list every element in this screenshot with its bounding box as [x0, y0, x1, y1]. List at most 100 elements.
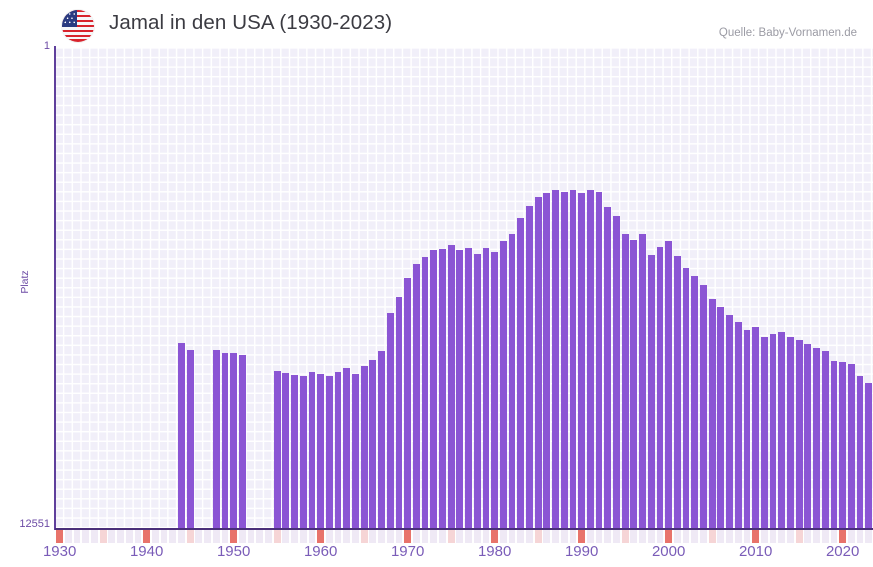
bar-1983[interactable]: [517, 218, 525, 528]
tick-year-1943: [169, 530, 177, 543]
bar-1970[interactable]: [404, 278, 412, 528]
bar-1945[interactable]: [186, 350, 194, 528]
bar-1999[interactable]: [656, 247, 664, 528]
bar-2020[interactable]: [839, 362, 847, 528]
tick-year-2001: [673, 530, 681, 543]
bar-1949[interactable]: [221, 353, 229, 528]
bar-2006[interactable]: [717, 307, 725, 528]
bar-1977[interactable]: [465, 248, 472, 528]
bar-2013[interactable]: [778, 332, 786, 528]
bar-1957[interactable]: [291, 375, 298, 528]
tick-year-1974: [439, 530, 446, 543]
bar-1944[interactable]: [178, 343, 185, 528]
bar-1973[interactable]: [430, 250, 438, 528]
bar-1963[interactable]: [343, 368, 351, 528]
bar-2010[interactable]: [752, 327, 760, 528]
bar-2019[interactable]: [830, 361, 838, 528]
tick-year-1978: [473, 530, 481, 543]
bar-1989[interactable]: [569, 190, 577, 528]
bar-2000[interactable]: [665, 241, 673, 528]
x-axis-labels: 1930 1940 1950 1960 1970 1980 1990 2000 2010 2020: [0, 543, 873, 567]
bar-2023[interactable]: [865, 383, 873, 528]
bar-2005[interactable]: [708, 299, 716, 528]
bar-2018[interactable]: [821, 351, 829, 528]
bar-2017[interactable]: [813, 348, 820, 528]
bar-1979[interactable]: [482, 248, 490, 528]
bar-1968[interactable]: [386, 313, 394, 528]
bar-2001[interactable]: [673, 256, 681, 528]
tick-decade-1940: [143, 530, 151, 543]
bar-1959[interactable]: [308, 372, 316, 528]
tick-year-1966: [369, 530, 377, 543]
bar-1997[interactable]: [639, 234, 646, 528]
bar-2011[interactable]: [760, 337, 768, 528]
tick-year-1934: [91, 530, 98, 543]
bar-1966[interactable]: [369, 360, 377, 528]
bar-1986[interactable]: [543, 193, 551, 528]
tick-year-2022: [856, 530, 864, 543]
bar-1980[interactable]: [491, 252, 499, 528]
tick-year-2003: [691, 530, 699, 543]
tick-year-1968: [386, 530, 394, 543]
bar-1967[interactable]: [378, 351, 385, 528]
bar-1978[interactable]: [473, 254, 481, 528]
bar-2004[interactable]: [700, 285, 707, 528]
tick-year-1996: [630, 530, 638, 543]
bar-1965[interactable]: [360, 366, 368, 528]
bar-2016[interactable]: [804, 344, 812, 528]
bar-1982[interactable]: [508, 234, 516, 528]
bar-1964[interactable]: [352, 374, 359, 528]
bar-1992[interactable]: [595, 192, 603, 528]
bar-2021[interactable]: [847, 364, 855, 528]
bar-1984[interactable]: [526, 206, 533, 528]
tick-year-1971: [412, 530, 420, 543]
tick-year-2012: [769, 530, 777, 543]
bar-2022[interactable]: [856, 376, 864, 528]
bar-1976[interactable]: [456, 250, 464, 528]
bar-2008[interactable]: [734, 322, 742, 528]
bar-1958[interactable]: [299, 376, 307, 528]
tick-year-1979: [482, 530, 490, 543]
bar-2002[interactable]: [682, 268, 690, 528]
bar-1969[interactable]: [395, 297, 403, 528]
tick-half-decade-1995: [621, 530, 629, 543]
bar-1975[interactable]: [447, 245, 455, 528]
tick-half-decade-2015: [795, 530, 803, 543]
bar-1955[interactable]: [273, 371, 281, 528]
bar-1993[interactable]: [604, 207, 612, 528]
tick-year-1942: [160, 530, 168, 543]
bar-1995[interactable]: [621, 234, 629, 528]
tick-half-decade-1985: [534, 530, 542, 543]
bar-1998[interactable]: [647, 255, 655, 528]
tick-year-1993: [604, 530, 612, 543]
bar-1991[interactable]: [586, 190, 594, 528]
bar-1950[interactable]: [230, 353, 238, 528]
bar-1972[interactable]: [421, 257, 429, 528]
bar-2003[interactable]: [691, 276, 699, 528]
tick-year-1967: [378, 530, 385, 543]
bar-1985[interactable]: [534, 197, 542, 528]
x-axis-tick-strip: [55, 530, 873, 543]
bar-2014[interactable]: [787, 337, 794, 528]
bar-1987[interactable]: [552, 190, 559, 528]
bar-2012[interactable]: [769, 334, 777, 528]
bar-1990[interactable]: [578, 193, 586, 528]
bar-1994[interactable]: [613, 216, 620, 528]
tick-year-2004: [700, 530, 707, 543]
bar-2009[interactable]: [743, 330, 751, 528]
bar-2015[interactable]: [795, 340, 803, 528]
bar-1962[interactable]: [334, 372, 342, 528]
bar-1971[interactable]: [412, 264, 420, 528]
bar-1981[interactable]: [499, 241, 507, 528]
bar-1988[interactable]: [560, 192, 568, 528]
bar-2007[interactable]: [726, 315, 733, 528]
flag-stripes: [62, 10, 94, 42]
bar-1951[interactable]: [238, 355, 246, 528]
bar-1996[interactable]: [630, 240, 638, 528]
bar-1956[interactable]: [282, 373, 290, 528]
bar-1961[interactable]: [325, 376, 333, 528]
bar-1948[interactable]: [212, 350, 220, 528]
tick-year-2017: [813, 530, 820, 543]
bar-1960[interactable]: [317, 374, 325, 528]
bar-1974[interactable]: [439, 249, 446, 528]
